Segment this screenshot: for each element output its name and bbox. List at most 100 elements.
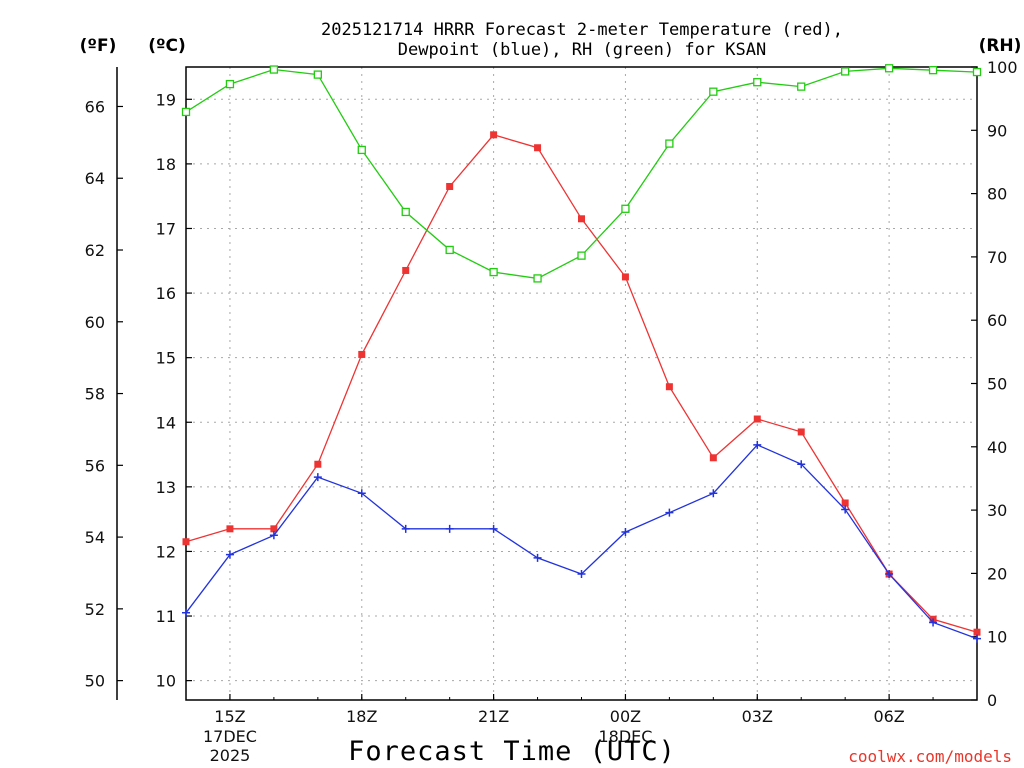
dewpoint-point [929,618,938,627]
rh-point [269,65,279,74]
celsius-tick-label: 13 [156,478,176,497]
temperature-point [226,525,234,533]
celsius-tick-label: 16 [156,284,176,303]
dewpoint-point [269,531,278,540]
temperature-point [578,215,585,223]
dewpoint-point [401,524,410,533]
temperature-point [709,454,717,462]
rh-tick-label: 80 [987,185,1007,204]
temperature-point [621,273,629,281]
temperature-point [973,628,981,636]
temperature-point [665,383,673,391]
celsius-tick-label: 11 [156,607,176,626]
fahrenheit-unit-label: (ºF) [80,36,117,56]
grid [186,67,977,700]
rh-unit-label: (RH) [979,36,1022,56]
rh-point [928,66,938,75]
rh-point [225,79,235,89]
credit-link[interactable]: coolwx.com/models [848,747,1012,766]
x-tick-date-label: 17DEC [203,727,257,746]
x-tick-label: 18Z [346,707,377,726]
x-tick-date-label: 18DEC [598,727,652,746]
rh-tick-label: 60 [987,311,1007,330]
temperature-point [314,460,322,468]
x-axis-label: Forecast Time (UTC) [348,736,676,767]
dewpoint-series-line [185,444,978,640]
rh-point [709,87,718,96]
dewpoint-point [577,570,586,579]
dewpoint-point [225,550,234,559]
rh-point [665,139,674,148]
rh-point [445,245,454,255]
series-layer [181,64,982,643]
rh-tick-label: 30 [987,501,1007,520]
temperature-point [534,144,542,152]
fahrenheit-tick-label: 64 [85,169,105,188]
celsius-tick-label: 15 [156,349,176,368]
celsius-tick-label: 10 [156,672,176,691]
celsius-tick-label: 19 [156,90,176,109]
rh-point [753,78,762,87]
fahrenheit-tick-label: 54 [85,528,105,547]
temperature-series-line [185,134,978,633]
rh-point [489,267,498,277]
rh-point [972,67,982,77]
dewpoint-point [665,508,674,517]
dewpoint-point [489,524,498,533]
rh-point [313,70,322,79]
rh-tick-label: 0 [987,691,997,710]
x-tick-label: 15Z [214,707,245,726]
dewpoint-point [753,440,762,449]
rh-point [841,67,850,76]
rh-point [533,274,542,283]
temperature-point [270,525,278,533]
x-tick-label: 03Z [742,707,773,726]
rh-point [797,82,806,91]
dewpoint-point [841,505,850,514]
rh-tick-label: 50 [987,375,1007,394]
rh-tick-label: 40 [987,438,1007,457]
rh-series-line [185,67,978,280]
rh-point [181,107,191,117]
celsius-tick-label: 18 [156,155,176,174]
temperature-point [753,415,761,423]
chart-title-line1: 2025121714 HRRR Forecast 2-meter Tempera… [321,20,843,40]
rh-tick-label: 90 [987,121,1007,140]
dewpoint-point [797,460,806,469]
rh-point [577,251,586,260]
rh-axis: 0 10 20 30 40 50 60 70 80 90 100 [971,58,1018,710]
rh-tick-label: 20 [987,564,1007,583]
rh-tick-label: 10 [987,628,1007,647]
x-tick-label: 06Z [873,707,904,726]
rh-point [884,64,894,73]
fahrenheit-tick-label: 66 [85,97,105,116]
dewpoint-point [357,489,366,498]
fahrenheit-tick-label: 58 [85,385,105,404]
rh-tick-label: 100 [987,58,1018,77]
celsius-axis: 10 11 12 13 14 15 16 17 18 19 [156,90,192,691]
dewpoint-point [709,489,718,498]
temperature-point [841,499,849,507]
dewpoint-point [533,553,542,562]
rh-point [401,207,410,217]
fahrenheit-tick-label: 52 [85,600,105,619]
fahrenheit-tick-label: 60 [85,313,105,332]
temperature-point [358,350,366,358]
fahrenheit-axis: 50 52 54 56 58 60 62 64 66 [85,97,123,691]
dewpoint-point [973,634,981,643]
chart-title-line2: Dewpoint (blue), RH (green) for KSAN [398,40,766,60]
fahrenheit-tick-label: 62 [85,241,105,260]
plot-frame [185,66,978,701]
dewpoint-point [445,524,454,533]
celsius-tick-label: 17 [156,219,176,238]
dewpoint-point [182,608,190,617]
celsius-tick-label: 14 [156,413,176,432]
x-tick-label: 21Z [478,707,509,726]
x-tick-label: 00Z [610,707,641,726]
temperature-point [797,428,805,436]
dewpoint-point [313,473,322,482]
celsius-tick-label: 12 [156,542,176,561]
temperature-point [402,266,410,274]
